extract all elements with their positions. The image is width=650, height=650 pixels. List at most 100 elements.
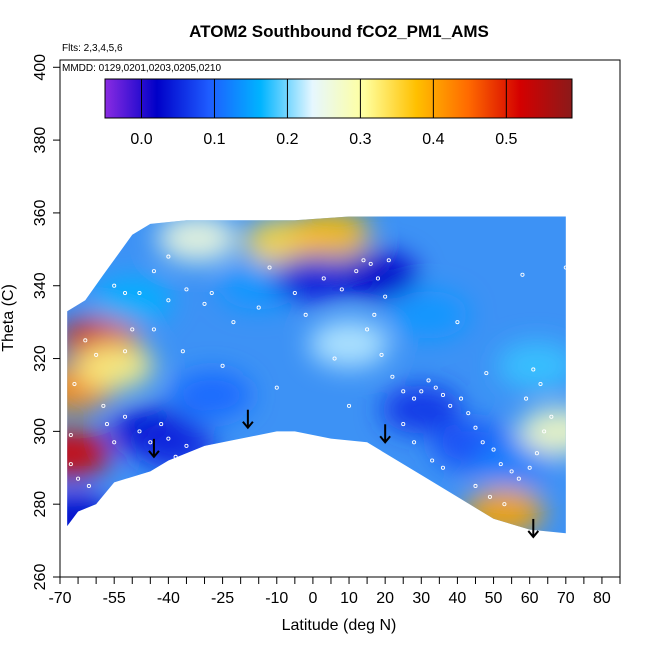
sample-point [202, 301, 207, 306]
field-blob-6 [171, 370, 252, 419]
sample-point [122, 290, 128, 296]
sample-point [122, 414, 128, 419]
sample-point [383, 294, 388, 299]
x-tick-label: 50 [485, 590, 503, 607]
field-blob-14 [388, 290, 469, 339]
flight-arrow-0 [148, 438, 160, 459]
sample-point [68, 432, 73, 438]
sample-point [137, 290, 142, 296]
sample-point [372, 312, 377, 317]
sample-point [538, 381, 543, 387]
y-tick-label: 400 [32, 54, 49, 81]
sample-point [83, 338, 88, 343]
x-axis: -70 -55 -40 -25 -10 0 10 20 30 40 50 60 70 80 [48, 577, 621, 607]
sample-point [231, 320, 236, 325]
y-tick-label: 380 [32, 127, 49, 154]
flight-arrows [148, 409, 540, 539]
sample-point [101, 403, 106, 408]
sample-point [339, 287, 344, 292]
x-tick-label: 80 [593, 590, 611, 607]
sample-point [72, 381, 77, 387]
sample-point [346, 403, 352, 408]
field-blob-11 [272, 254, 353, 303]
field-blob-5 [135, 421, 216, 470]
sample-point [151, 269, 156, 274]
colorbar-tick-label: 0.2 [276, 131, 298, 148]
y-tick-label: 280 [32, 491, 49, 518]
sample-point [534, 451, 539, 456]
sample-point [430, 458, 435, 463]
field-blob-18 [496, 341, 566, 390]
x-tick-label: -25 [211, 590, 234, 607]
field-blob-1 [67, 429, 111, 478]
sample-point [563, 265, 568, 270]
field-blob-3 [74, 341, 155, 390]
sample-point [184, 287, 189, 292]
sample-point [531, 367, 536, 372]
y-tick-label: 260 [32, 564, 49, 591]
sample-point [401, 389, 406, 394]
x-tick-label: -40 [157, 590, 180, 607]
sample-point [419, 389, 424, 394]
sample-point [137, 429, 142, 434]
sample-point [130, 327, 135, 332]
sample-point [455, 320, 460, 325]
sample-point [498, 462, 503, 467]
sample-point [321, 276, 326, 281]
sample-point [491, 447, 496, 452]
sample-point [375, 276, 380, 281]
sample-point [94, 352, 99, 357]
sample-point [412, 396, 417, 401]
sample-point [401, 422, 406, 427]
x-tick-label: -55 [103, 590, 126, 607]
colorbar: 0.0 0.1 0.2 0.3 0.4 0.5 [104, 78, 573, 148]
y-tick-label: 300 [32, 418, 49, 445]
sample-point [173, 454, 178, 459]
sample-point [112, 440, 117, 445]
flight-arrow-3 [527, 518, 540, 539]
x-tick-label: 70 [557, 590, 575, 607]
y-tick-label: 320 [32, 345, 49, 372]
sample-point [180, 349, 185, 354]
sample-point [256, 305, 261, 310]
sample-point [484, 371, 489, 376]
field-blob-8 [157, 216, 238, 263]
plot-frame [59, 59, 621, 578]
sample-point [332, 356, 337, 361]
sample-point [440, 465, 446, 470]
sample-point [386, 258, 391, 263]
x-axis-title: Latitude (deg N) [282, 617, 397, 634]
sample-point [151, 327, 156, 332]
sample-point [458, 396, 464, 401]
x-tick-label: 10 [340, 590, 358, 607]
flight-arrow-2 [379, 424, 391, 444]
dates-label: MMDD: 0129,0201,0203,0205,0210 [62, 63, 221, 74]
y-axis: 260 280 300 320 340 360 380 400 [32, 54, 60, 591]
x-tick-label: 0 [308, 590, 317, 607]
sample-point [480, 440, 485, 445]
sample-point [509, 469, 514, 474]
field-blob-13 [337, 250, 418, 299]
sample-point [166, 298, 171, 303]
sample-point [473, 425, 478, 430]
chart-title: ATOM2 Southbound fCO2_PM1_AMS [189, 22, 489, 41]
sample-point [274, 385, 279, 390]
sample-point [112, 283, 117, 288]
sample-point [426, 378, 431, 383]
sample-point [86, 483, 91, 489]
flights-label: Flts: 2,3,4,5,6 [62, 43, 123, 54]
colorbar-tick-label: 0.3 [349, 131, 371, 148]
heatmap-field [67, 216, 566, 534]
sample-point [542, 429, 547, 434]
x-tick-label: 20 [376, 590, 394, 607]
sample-point [303, 312, 308, 317]
x-tick-label: 40 [449, 590, 467, 607]
field-blob-22 [518, 407, 566, 456]
sample-point [516, 476, 521, 481]
colorbar-tick-label: 0.5 [495, 131, 517, 148]
field-blob-10 [290, 216, 371, 259]
flight-arrow-1 [242, 409, 254, 430]
sample-point [122, 349, 128, 354]
sample-point [68, 462, 73, 467]
